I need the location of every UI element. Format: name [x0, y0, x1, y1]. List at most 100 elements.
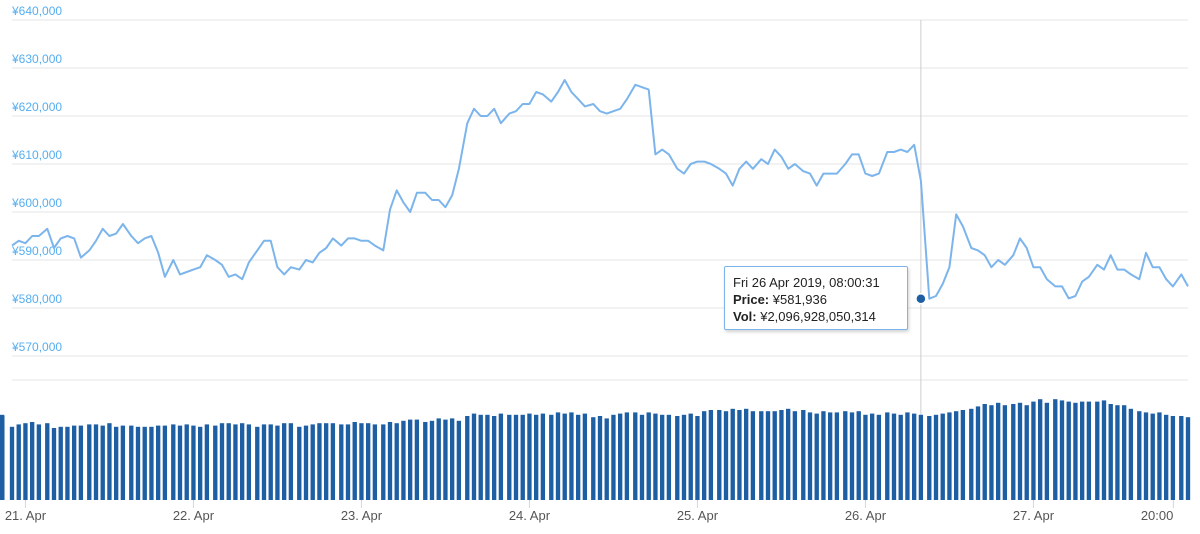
price-axis-ticks: ¥570,000 ¥580,000 ¥590,000 ¥600,000 ¥610,000… — [11, 4, 62, 354]
time-tick-label: 27. Apr — [1013, 508, 1055, 523]
time-tick-label: 23. Apr — [341, 508, 383, 523]
volume-bar — [1011, 404, 1016, 500]
price-line-series[interactable] — [11, 79, 1189, 300]
volume-bar — [1017, 402, 1023, 500]
volume-bar — [478, 414, 483, 500]
price-tick-label: ¥600,000 — [11, 196, 62, 210]
tooltip-price-value: ¥581,936 — [772, 292, 827, 307]
volume-bar — [1024, 405, 1029, 500]
volume-bar — [261, 424, 267, 500]
volume-bar — [947, 412, 952, 500]
volume-bar — [1066, 401, 1071, 500]
volume-bar — [717, 410, 722, 500]
volume-bar — [275, 425, 280, 500]
volume-bar — [226, 423, 231, 500]
volume-bar — [843, 411, 848, 500]
volume-bar — [555, 412, 561, 500]
volume-bar — [569, 412, 574, 500]
volume-bar — [51, 428, 57, 500]
volume-bar — [345, 424, 351, 500]
volume-bar — [772, 411, 777, 500]
volume-bar — [1115, 405, 1120, 500]
volume-bar — [681, 414, 687, 500]
price-tick-label: ¥640,000 — [11, 4, 62, 18]
volume-bar — [1157, 412, 1162, 500]
volume-bar — [162, 425, 168, 500]
volume-bar — [71, 425, 77, 500]
volume-bar — [807, 412, 813, 500]
price-tick-label: ¥590,000 — [11, 244, 62, 258]
volume-bar — [191, 425, 196, 500]
hover-tooltip: Fri 26 Apr 2019, 08:00:31 Price: ¥581,93… — [724, 266, 908, 330]
time-tick-label: 22. Apr — [173, 508, 215, 523]
tooltip-vol-value: ¥2,096,928,050,314 — [760, 309, 876, 324]
volume-bar — [197, 426, 203, 500]
volume-bar — [562, 413, 567, 500]
volume-bar — [23, 423, 28, 500]
time-tick-label: 25. Apr — [677, 508, 719, 523]
volume-bar — [268, 424, 273, 500]
volume-bar — [1079, 401, 1085, 500]
volume-bar — [549, 414, 554, 500]
volume-bar — [29, 422, 35, 500]
volume-bar — [135, 426, 141, 500]
volume-bar — [213, 425, 218, 500]
volume-bar — [443, 419, 448, 500]
volume-bar — [604, 418, 609, 500]
volume-bar — [1053, 399, 1058, 500]
volume-bar — [527, 413, 532, 500]
volume-bar — [792, 411, 798, 500]
volume-bar — [414, 419, 420, 500]
volume-bar — [36, 424, 42, 500]
volume-bar — [821, 411, 826, 500]
volume-bar — [814, 413, 819, 500]
volume-bar — [107, 423, 112, 500]
volume-bar — [834, 412, 840, 500]
volume-bar — [401, 420, 406, 500]
time-axis-ticks: 21. Apr 22. Apr 23. Apr 24. Apr 25. Apr 26. A… — [5, 500, 1174, 523]
volume-bar — [423, 422, 428, 500]
volume-bar — [394, 423, 399, 500]
volume-bar — [1179, 416, 1184, 500]
volume-bar — [1037, 399, 1043, 500]
tooltip-price-label: Price: — [733, 292, 770, 307]
volume-bar — [982, 404, 987, 500]
volume-bar — [708, 410, 714, 500]
volume-bar — [975, 406, 981, 500]
volume-bar — [407, 419, 413, 500]
volume-bar — [646, 412, 651, 500]
volume-bar — [323, 423, 329, 500]
volume-bar — [387, 422, 393, 500]
volume-bar — [1101, 400, 1107, 500]
time-tick-label: 20:00 — [1141, 508, 1174, 523]
volume-bar — [617, 413, 623, 500]
tooltip-vol-label: Vol: — [733, 309, 757, 324]
volume-bar — [940, 413, 945, 500]
volume-bar — [1031, 401, 1036, 500]
volume-bar — [171, 424, 176, 500]
volume-bar — [540, 413, 546, 500]
volume-bar — [0, 416, 5, 500]
volume-bar — [591, 417, 596, 500]
volume-bar — [87, 424, 92, 500]
volume-bar — [1163, 414, 1169, 500]
volume-bar — [246, 424, 252, 500]
volume-bar — [653, 413, 658, 500]
volume-bar — [149, 426, 154, 500]
price-gridlines — [12, 19, 1188, 381]
price-tick-label: ¥630,000 — [11, 52, 62, 66]
tooltip-price-row: Price: ¥581,936 — [733, 291, 899, 308]
volume-bar — [989, 405, 994, 500]
volume-bar — [485, 414, 490, 500]
volume-bar — [801, 410, 806, 500]
volume-bar — [184, 424, 189, 500]
volume-bar — [927, 416, 932, 500]
volume-bar — [142, 426, 147, 500]
volume-bar — [288, 423, 294, 500]
volume-bar — [611, 414, 616, 500]
volume-bar — [969, 408, 974, 500]
price-tick-label: ¥580,000 — [11, 292, 62, 306]
volume-bar — [575, 414, 581, 500]
